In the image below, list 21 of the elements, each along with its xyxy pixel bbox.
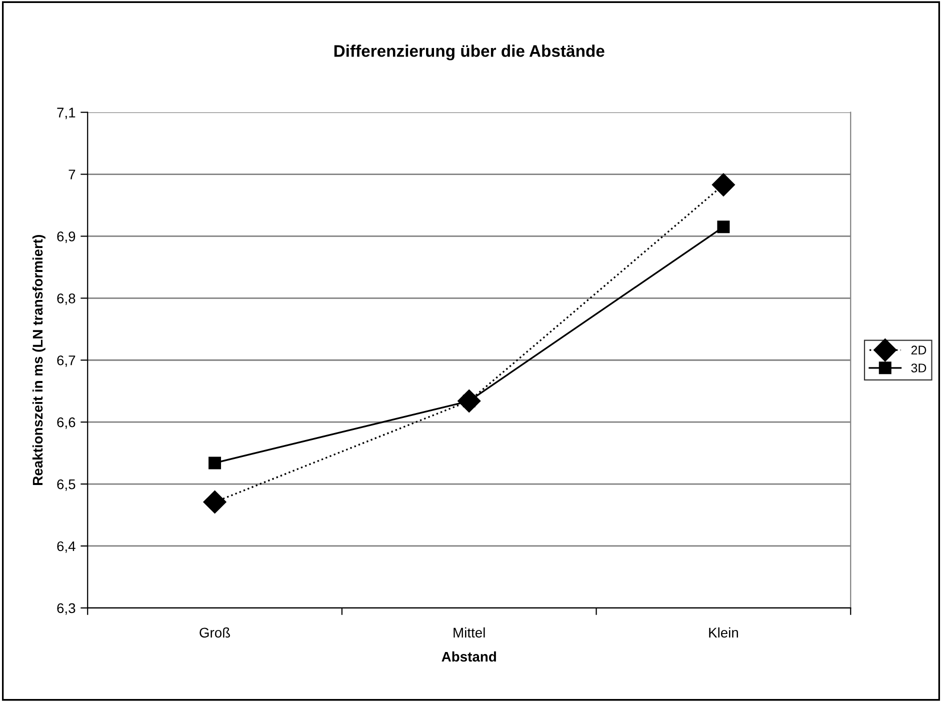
x-axis-title: Abstand [442,651,496,662]
legend-label: 2D [911,346,926,354]
chart-title: Differenzierung über die Abstände [334,44,604,60]
point [717,220,730,234]
y-tick-label: 6,4 [57,541,76,553]
y-tick-label: 7,1 [57,108,76,120]
point [712,173,735,196]
point [208,456,222,470]
x-tick-label: Klein [709,627,738,638]
y-tick-label: 6,6 [57,417,76,429]
y-tick-label: 7 [68,170,76,180]
y-tick-label: 6,3 [57,603,76,615]
y-tick-label: 6,5 [57,479,76,491]
point [203,490,226,514]
legend-label: 3D [911,364,926,372]
y-axis-title: Reaktionszeit in ms (LN transformiert) [32,235,46,485]
y-tick-label: 6,8 [57,294,76,305]
y-tick-label: 6,9 [57,232,76,244]
x-tick-label: Mittel [454,627,485,638]
x-tick-label: Groß [200,627,230,638]
y-tick-label: 6,7 [57,355,76,367]
